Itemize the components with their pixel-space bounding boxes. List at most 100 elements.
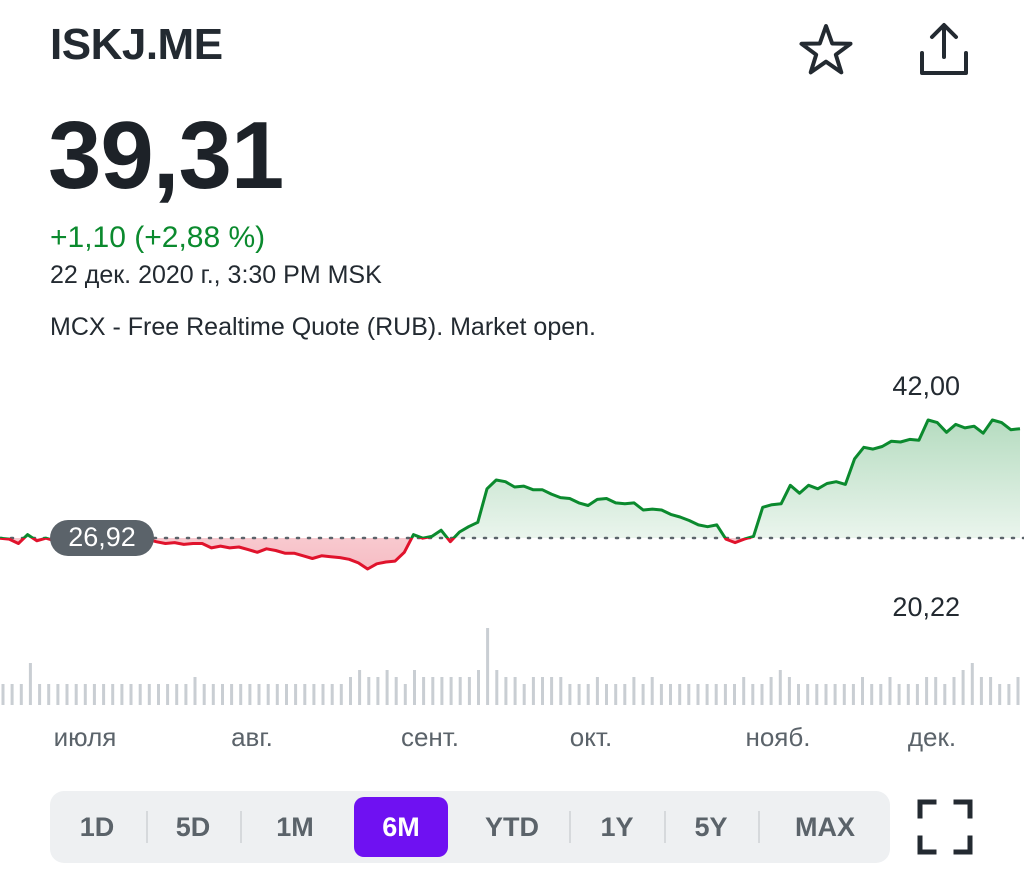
volume-bar <box>961 670 965 705</box>
volume-bar <box>65 684 69 705</box>
volume-bar <box>83 684 87 705</box>
volume-bar <box>769 677 773 705</box>
range-1y-button[interactable]: 1Y <box>600 811 634 842</box>
volume-bar <box>111 684 115 705</box>
volume-bar <box>897 684 901 705</box>
volume-bar <box>678 684 682 705</box>
volume-bar <box>733 684 736 705</box>
fullscreen-expand-icon[interactable] <box>916 798 974 856</box>
baseline-badge: 26,92 <box>50 520 154 556</box>
volume-bar <box>285 684 288 705</box>
volume-bar <box>193 677 197 705</box>
area-fill-up <box>0 420 1020 538</box>
volume-bar <box>303 684 307 705</box>
volume-bar <box>541 677 544 705</box>
volume-bar <box>28 663 32 705</box>
volume-bar <box>870 684 874 705</box>
volume-bar <box>851 684 855 705</box>
volume-bar <box>522 684 526 705</box>
volume-bar <box>925 677 929 705</box>
volume-bar <box>614 684 618 705</box>
volume-bar <box>824 684 828 705</box>
range-ytd-button[interactable]: YTD <box>485 811 539 842</box>
volume-bar <box>778 670 782 705</box>
volume-bar <box>952 677 956 705</box>
quote-timestamp: 22 дек. 2020 г., 3:30 PM MSK <box>50 261 382 289</box>
x-axis-labels: июля авг. сент. окт. нояб. дек. <box>54 722 956 752</box>
volume-bar <box>696 684 700 705</box>
volume-bar <box>358 670 362 705</box>
price-line-down <box>0 538 754 571</box>
volume-bar <box>38 684 42 705</box>
volume-bar <box>915 684 919 705</box>
volume-bar <box>605 684 608 705</box>
volume-bar <box>422 677 426 705</box>
volume-bar <box>989 677 993 705</box>
volume-bar <box>56 684 60 705</box>
range-1m-button[interactable]: 1M <box>276 811 314 842</box>
range-max-button[interactable]: MAX <box>795 811 855 842</box>
volume-bar <box>376 677 380 705</box>
volume-bar <box>157 684 160 705</box>
volume-bar <box>888 677 892 705</box>
share-upload-icon[interactable] <box>915 20 973 78</box>
range-separator <box>758 811 760 843</box>
volume-bar <box>568 684 572 705</box>
volume-bar <box>861 677 864 705</box>
price-chart[interactable]: 26,92 42,00 20,22 июля авг. сент. окт. нояб.… <box>0 360 1024 760</box>
current-price: 39,31 <box>48 102 284 209</box>
volume-bar <box>129 684 133 705</box>
volume-bar <box>458 677 462 705</box>
volume-bar <box>477 670 480 705</box>
volume-bar <box>970 663 974 705</box>
volume-bar <box>1 684 5 705</box>
volume-bar <box>47 684 51 705</box>
range-separator <box>569 811 571 843</box>
volume-bar <box>632 677 636 705</box>
volume-bar <box>92 684 96 705</box>
price-change: +1,10 (+2,88 %) <box>50 221 266 254</box>
star-outline-icon[interactable] <box>797 22 855 80</box>
volume-bar <box>413 670 416 705</box>
volume-bar <box>147 684 151 705</box>
volume-bar <box>221 684 224 705</box>
volume-bar <box>330 684 334 705</box>
volume-bar <box>230 684 234 705</box>
range-6m-button[interactable]: 6M <box>354 797 448 857</box>
volume-bar <box>10 684 14 705</box>
volume-bar <box>394 677 398 705</box>
x-axis-tick-label: дек. <box>908 722 956 752</box>
volume-bar <box>760 684 764 705</box>
volume-bar <box>623 684 627 705</box>
volume-bar <box>349 677 352 705</box>
y-high-label: 42,00 <box>892 371 960 401</box>
volume-bar <box>531 677 535 705</box>
y-low-label: 20,22 <box>892 592 960 622</box>
volume-bar <box>842 684 846 705</box>
volume-bar <box>979 677 983 705</box>
volume-bar <box>440 677 444 705</box>
volume-bar <box>723 684 727 705</box>
volume-bar <box>321 684 325 705</box>
volume-bar <box>294 684 298 705</box>
range-5d-button[interactable]: 5D <box>175 811 211 842</box>
volume-bar <box>586 684 590 705</box>
range-1d-button[interactable]: 1D <box>79 811 115 842</box>
volume-bar <box>275 684 279 705</box>
volume-bar <box>705 684 709 705</box>
volume-bar <box>211 684 215 705</box>
volume-bar <box>102 684 106 705</box>
x-axis-tick-label: сент. <box>401 722 459 752</box>
x-axis-tick-label: июля <box>54 722 117 752</box>
volume-bar <box>714 684 718 705</box>
volume-bar <box>787 677 791 705</box>
volume-bar <box>513 677 517 705</box>
range-5y-button[interactable]: 5Y <box>694 811 728 842</box>
volume-bar <box>751 684 755 705</box>
volume-bar <box>998 684 1002 705</box>
volume-bar <box>641 684 645 705</box>
range-separator <box>240 811 242 843</box>
volume-bar <box>815 684 819 705</box>
volume-bar <box>669 684 672 705</box>
volume-bar <box>248 684 252 705</box>
